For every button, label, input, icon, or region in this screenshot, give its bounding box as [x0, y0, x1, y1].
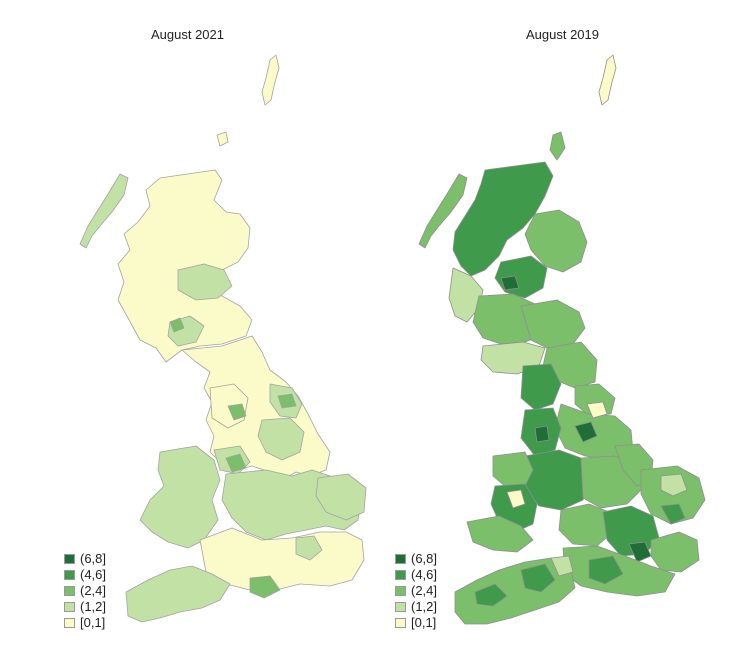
legend-swatch — [395, 602, 406, 612]
shetland-region — [261, 54, 280, 106]
legend-label: (4,6] — [80, 567, 107, 582]
legend-label: (1,2] — [411, 599, 438, 614]
scotland-region — [117, 169, 253, 363]
legend-swatch — [64, 618, 75, 628]
orkney-region — [216, 131, 229, 147]
legend-label: [0,1] — [411, 615, 437, 630]
legend-item: (2,4] — [395, 583, 437, 599]
legend-item: (6,8] — [395, 551, 437, 567]
legend-item: (4,6] — [64, 567, 106, 583]
map-legend: (6,8] (4,6] (2,4] (1,2] [0,1] — [64, 551, 106, 631]
legend-swatch — [64, 570, 75, 580]
yorkshire-dark-region — [574, 421, 598, 443]
cornwall-dark-region — [474, 583, 508, 607]
legend-swatch — [395, 554, 406, 564]
legend-item: [0,1] — [395, 615, 437, 631]
yorkshire-region — [257, 417, 305, 461]
somerset-light-region — [550, 555, 574, 577]
highlands-region — [452, 161, 554, 277]
map-title: August 2021 — [150, 27, 224, 42]
hampshire-region — [588, 555, 624, 585]
legend-label: (6,8] — [411, 551, 438, 566]
legend-label: (4,6] — [411, 567, 438, 582]
legend-swatch — [395, 570, 406, 580]
argyll-region — [448, 267, 484, 323]
south-england-region — [199, 527, 365, 591]
london-region — [295, 535, 323, 561]
suffolk-dark-region — [660, 503, 686, 525]
legend-item: (1,2] — [64, 599, 106, 615]
district-dark-4 — [277, 393, 297, 409]
north-wales-region — [492, 451, 534, 489]
map-panel-august-2019: August 2019 (6,8] (4,6] (2,4] (1,2] [0,1… — [375, 0, 750, 658]
map-legend: (6,8] (4,6] (2,4] (1,2] [0,1] — [395, 551, 437, 631]
hampshire-region — [249, 575, 281, 599]
district-dark-2 — [225, 453, 247, 473]
lancs-dark-region — [534, 425, 550, 443]
scotland-grampian-region — [177, 263, 233, 301]
legend-item: (4,6] — [395, 567, 437, 583]
legend-swatch — [395, 618, 406, 628]
legend-item: (1,2] — [395, 599, 437, 615]
legend-label: (6,8] — [80, 551, 107, 566]
western-isles-region — [79, 173, 129, 249]
legend-label: (2,4] — [80, 583, 107, 598]
map-panel-august-2021: August 2021 (6,8] (4,6] (2,4] (1,2] [0,1… — [64, 27, 367, 631]
legend-label: (2,4] — [411, 583, 438, 598]
aberdeenshire-region — [524, 209, 588, 273]
western-isles-region — [418, 173, 468, 249]
district-dark-1 — [227, 403, 247, 421]
kent-region — [650, 531, 700, 573]
wales-region — [139, 445, 221, 549]
legend-label: (1,2] — [80, 599, 107, 614]
shetland-region — [598, 54, 617, 106]
map-title: August 2019 — [525, 27, 599, 42]
west-wales-light-region — [506, 489, 526, 509]
oxford-region — [558, 503, 614, 547]
norfolk-light-region — [660, 473, 688, 497]
tayside-region — [494, 255, 548, 299]
devon-dark-region — [520, 563, 556, 593]
legend-swatch — [395, 586, 406, 596]
north-yorkshire-light-region — [586, 401, 608, 419]
borders-region — [520, 299, 586, 349]
cumbria-region — [520, 363, 562, 411]
district-dark-3 — [169, 317, 185, 333]
legend-item: (6,8] — [64, 551, 106, 567]
legend-swatch — [64, 602, 75, 612]
south-wales-region — [466, 515, 534, 553]
orkney-region — [549, 131, 566, 161]
gb-choropleth-map-2021 — [79, 54, 367, 623]
gb-choropleth-map-2019 — [418, 54, 706, 625]
east-anglia-region — [315, 473, 367, 521]
legend-swatch — [64, 586, 75, 596]
highland-river-district — [500, 275, 520, 291]
south-west-region — [125, 565, 231, 623]
legend-item: (2,4] — [64, 583, 106, 599]
legend-item: [0,1] — [64, 615, 106, 631]
legend-swatch — [64, 554, 75, 564]
legend-label: [0,1] — [80, 615, 106, 630]
